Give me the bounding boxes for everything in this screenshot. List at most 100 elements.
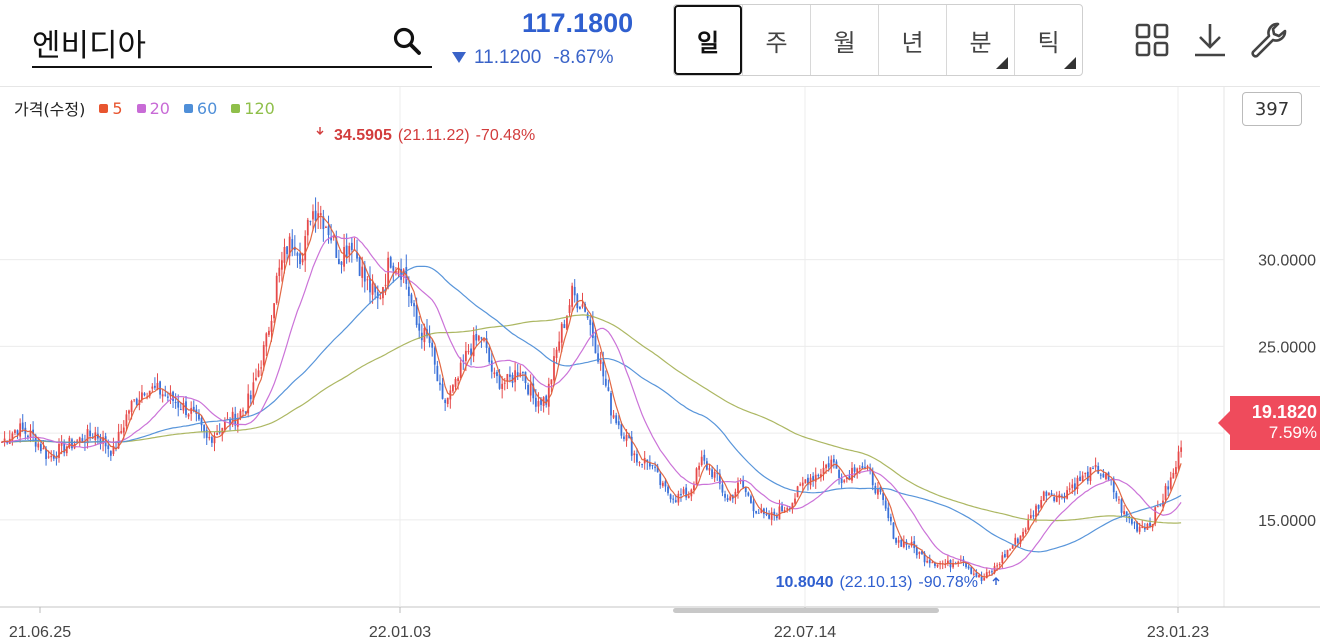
candle-body [1029, 515, 1032, 519]
candle-body [89, 430, 92, 437]
candle-body [993, 566, 996, 574]
tab-period-label: 분 [969, 28, 992, 57]
candle-body [293, 246, 296, 251]
tab-period-5[interactable]: 틱 [1014, 5, 1082, 75]
candle-body [459, 362, 462, 379]
tab-period-3[interactable]: 년 [878, 5, 946, 75]
tab-period-4[interactable]: 분 [946, 5, 1014, 75]
candle-body [182, 403, 185, 411]
candle-body [249, 395, 252, 400]
candle-body [1102, 473, 1105, 478]
candle-body [21, 422, 24, 430]
candle-body [791, 502, 794, 510]
price-chart[interactable]: 30.0000 25.0000 15.0000 21.06.25 22.01.03 22.… [0, 87, 1320, 639]
candle-body [174, 402, 177, 404]
search-input[interactable]: 엔비디아 [32, 28, 147, 64]
candle-body [379, 297, 382, 299]
candle-body [773, 511, 776, 516]
legend-ma20: 20 [136, 99, 170, 118]
candle-body [648, 462, 651, 467]
candle-body [257, 370, 260, 377]
candle-body [628, 435, 631, 439]
candle-body [337, 258, 340, 265]
candle-body [856, 468, 859, 473]
candle-body [270, 320, 273, 332]
candle-body [659, 473, 662, 486]
candle-body [801, 482, 804, 486]
candle-body [306, 219, 309, 236]
candle-body [1066, 490, 1069, 499]
wrench-icon[interactable] [1248, 20, 1288, 60]
candle-body [327, 226, 330, 236]
candle-body [594, 335, 597, 354]
current-price: 117.1800 [522, 8, 634, 38]
candle-body [1092, 468, 1094, 470]
candle-body [866, 465, 869, 467]
candle-body [568, 305, 571, 313]
candle-body [216, 433, 218, 435]
candle-body [366, 279, 369, 281]
candle-body [52, 454, 55, 459]
candle-body [685, 487, 688, 498]
candle-body [861, 466, 864, 469]
candle-body [661, 482, 664, 486]
candle-body [737, 482, 739, 494]
candle-body [50, 455, 53, 458]
tab-period-2[interactable]: 월 [810, 5, 878, 75]
candle-body [765, 513, 768, 515]
candle-body [371, 283, 374, 295]
candle-body [633, 453, 636, 456]
candle-body [879, 486, 882, 493]
candle-count-badge[interactable]: 397 [1242, 92, 1302, 126]
candle-body [1053, 497, 1056, 501]
candle-body [563, 324, 566, 329]
candle-body [1086, 471, 1089, 481]
candle-body [946, 560, 949, 564]
candle-body [475, 333, 478, 341]
candle-body [547, 383, 550, 407]
candle-body [521, 371, 524, 373]
candle-body [384, 284, 387, 286]
candle-body [3, 438, 6, 441]
candle-body [744, 487, 747, 493]
candle-body [615, 415, 618, 424]
tab-period-label: 년 [901, 28, 924, 57]
candle-body [524, 371, 527, 384]
candle-body [39, 444, 42, 451]
candle-body [607, 387, 610, 391]
candle-body [345, 245, 348, 257]
candle-body [16, 430, 19, 435]
candle-body [280, 260, 283, 270]
candle-body [871, 471, 874, 486]
legend-ma120: 120 [231, 99, 275, 118]
candle-body [205, 429, 208, 438]
candle-body [996, 565, 999, 567]
download-icon[interactable] [1190, 20, 1230, 60]
candle-body [244, 411, 247, 413]
candle-body [58, 443, 60, 458]
candle-body [1180, 447, 1183, 452]
candle-body [853, 467, 856, 472]
candle-body [148, 390, 151, 397]
price-change-percent: -8.67% [553, 47, 614, 68]
tab-period-1[interactable]: 주 [742, 5, 810, 75]
search-box[interactable]: 엔비디아 [32, 14, 432, 68]
candle-body [978, 575, 980, 578]
candle-body [584, 303, 586, 312]
candle-body [480, 337, 483, 339]
candle-body [698, 465, 701, 470]
candle-body [848, 475, 851, 480]
tab-period-0[interactable]: 일 [674, 5, 742, 75]
grid-icon[interactable] [1132, 20, 1172, 60]
candle-body [506, 374, 509, 382]
search-icon[interactable] [392, 26, 422, 56]
candle-body [423, 328, 426, 343]
candle-body [37, 443, 40, 448]
candle-body [260, 367, 263, 369]
chart-scrollbar[interactable] [673, 608, 939, 613]
candle-body [545, 395, 548, 405]
candle-body [444, 399, 447, 404]
candle-body [464, 350, 467, 361]
candle-body [452, 385, 454, 392]
